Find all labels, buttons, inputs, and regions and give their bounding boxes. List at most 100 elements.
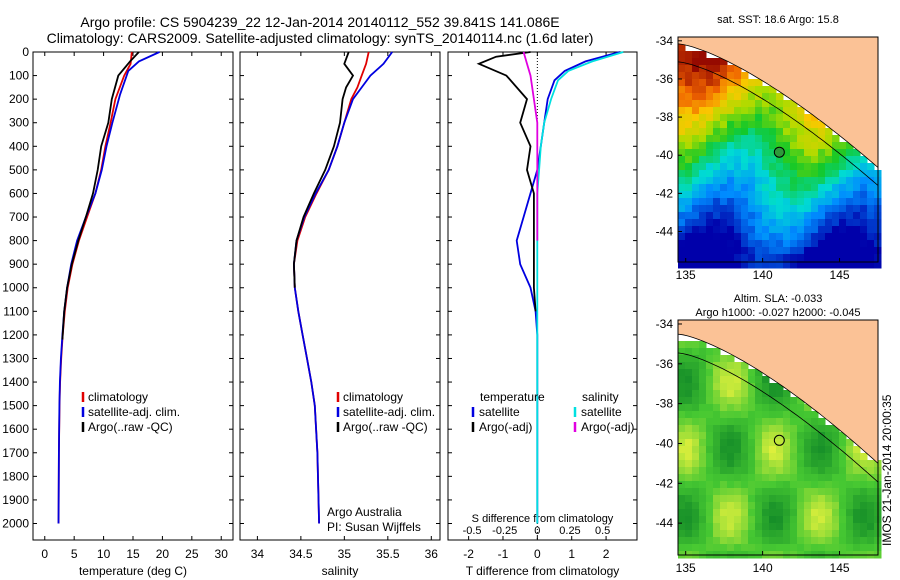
sst-map-cell — [678, 149, 686, 157]
sla-map-cell — [727, 509, 735, 517]
sst-map-cell — [853, 149, 861, 157]
sst-map-cell — [699, 177, 707, 185]
sst-map-cell — [783, 114, 791, 122]
sst-map-cell — [811, 135, 819, 143]
sst-map-cell — [699, 79, 707, 87]
sla-map-cell — [699, 523, 707, 531]
sst-map-cell — [769, 93, 777, 101]
sst-map-cell — [790, 247, 798, 255]
sla-map-cell — [692, 453, 700, 461]
sla-map-cell — [748, 439, 756, 447]
sla-map-cell — [755, 376, 763, 384]
sst-map-cell — [720, 100, 728, 108]
sst-map-cell — [790, 121, 798, 129]
sla-map-cell — [755, 467, 763, 475]
series-satellite — [536, 51, 624, 524]
sst-map-cell — [804, 177, 812, 185]
sst-map-cell — [748, 191, 756, 199]
sla-map-cell — [769, 516, 777, 524]
sla-map-cell — [678, 439, 686, 447]
series-satellite-adj-clim- — [57, 51, 160, 524]
sla-map-cell — [706, 355, 714, 363]
sla-map-cell — [811, 432, 819, 440]
sla-map-cell — [762, 467, 770, 475]
sst-map-cell — [832, 247, 840, 255]
sla-map-cell — [790, 530, 798, 538]
sst-map-cell — [769, 226, 777, 234]
sla-map-cell — [846, 530, 854, 538]
sst-map-cell — [860, 226, 868, 234]
sst-map-cell — [685, 212, 693, 220]
salinity-xtick-label: 35 — [338, 547, 352, 561]
sst-map-cell — [713, 198, 721, 206]
sst-map-cell — [790, 100, 798, 108]
sst-map-cell — [692, 205, 700, 213]
sla-map-cell — [727, 397, 735, 405]
sla-map-cell — [734, 516, 742, 524]
sst-map-cell — [720, 219, 728, 227]
sla-map-cell — [790, 439, 798, 447]
sla-map-cell — [741, 474, 749, 482]
sst-map-cell — [839, 205, 847, 213]
map-lon-label: 140 — [753, 268, 773, 282]
sla-map-cell — [790, 418, 798, 426]
sla-map-cell — [769, 544, 777, 552]
sst-map-cell — [853, 233, 861, 241]
sst-map-cell — [867, 170, 875, 178]
sst-map-cell — [776, 107, 784, 115]
sst-map-cell — [734, 79, 742, 87]
sst-map-cell — [797, 205, 805, 213]
sst-map-cell — [783, 226, 791, 234]
depth-tick-label: 1900 — [2, 493, 29, 507]
sst-map-cell — [699, 254, 707, 262]
sla-map-cell — [741, 537, 749, 545]
sla-map-cell — [685, 481, 693, 489]
sst-map-cell — [846, 191, 854, 199]
sst-map-cell — [867, 226, 875, 234]
sla-map-cell — [825, 530, 833, 538]
sla-map-cell — [790, 411, 798, 419]
sst-map-cell — [685, 93, 693, 101]
sst-map-cell — [776, 114, 784, 122]
sla-map-cell — [839, 509, 847, 517]
sla-map-cell — [685, 341, 693, 349]
sla-map-cell — [692, 509, 700, 517]
series-argo-raw-qc- — [292, 51, 355, 288]
sst-map-cell — [720, 156, 728, 164]
sst-map-cell — [727, 198, 735, 206]
sst-map-cell — [713, 226, 721, 234]
sla-map-cell — [727, 376, 735, 384]
series-argo-raw-qc- — [61, 51, 140, 340]
sla-map-cell — [713, 509, 721, 517]
sla-map-cell — [748, 502, 756, 510]
depth-tick-label: 1100 — [3, 304, 29, 318]
sla-map-cell — [804, 418, 812, 426]
sst-map-cell — [769, 107, 777, 115]
sla-map-cell — [713, 453, 721, 461]
sst-map-cell — [720, 191, 728, 199]
legend-label: climatology — [343, 390, 403, 404]
sla-map-cell — [699, 439, 707, 447]
sla-map-cell — [685, 502, 693, 510]
sla-map-cell — [706, 425, 714, 433]
sla-map-cell — [678, 467, 686, 475]
sla-map-subtitle: Argo h1000: -0.027 h2000: -0.045 — [695, 307, 860, 319]
sst-map-cell — [727, 177, 735, 185]
sst-map-cell — [706, 107, 714, 115]
sla-map-cell — [678, 460, 686, 468]
sla-map-cell — [762, 411, 770, 419]
sla-map-cell — [860, 509, 868, 517]
sst-map-cell — [713, 240, 721, 248]
sst-map-cell — [741, 149, 749, 157]
sst-map-cell — [720, 72, 728, 80]
imos-credit: IMOS 21-Jan-2014 20:00:35 — [880, 394, 894, 546]
sst-map-cell — [818, 135, 826, 143]
sst-map-cell — [790, 198, 798, 206]
sst-map-cell — [741, 170, 749, 178]
sst-map-cell — [734, 261, 742, 269]
sla-map-cell — [699, 502, 707, 510]
sst-map-cell — [839, 170, 847, 178]
sla-map-cell — [853, 481, 861, 489]
depth-tick-label: 1800 — [2, 469, 29, 483]
sst-map-cell — [846, 170, 854, 178]
